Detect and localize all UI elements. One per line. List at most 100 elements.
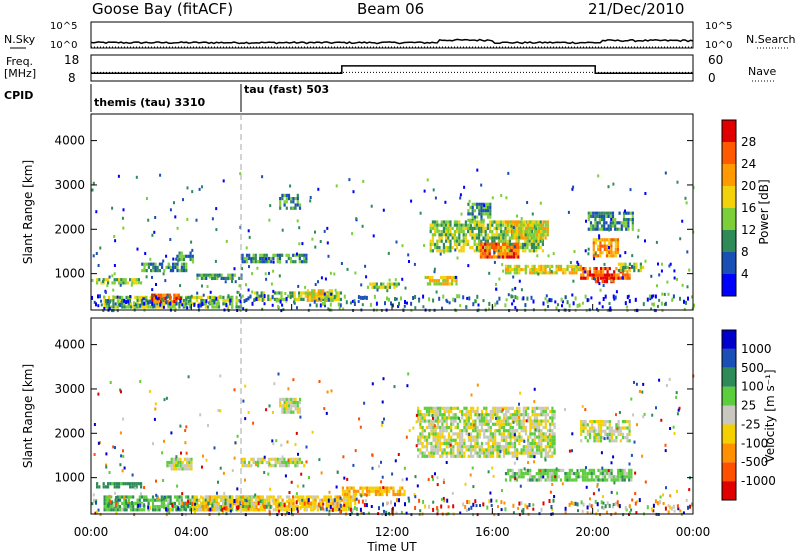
data-cell: [268, 508, 271, 512]
data-cell: [294, 495, 297, 499]
data-cell: [141, 503, 144, 508]
data-cell: [301, 501, 304, 505]
data-cell: [527, 445, 530, 449]
data-cell: [427, 478, 430, 481]
data-cell: [445, 419, 448, 423]
data-cell: [132, 305, 135, 309]
data-cell: [283, 464, 286, 468]
data-cell: [453, 220, 456, 224]
data-cell: [383, 417, 385, 421]
data-cell: [478, 416, 481, 420]
data-cell: [602, 420, 605, 424]
data-cell: [375, 285, 378, 289]
data-cell: [437, 282, 440, 286]
data-cell: [273, 382, 276, 386]
data-cell: [605, 254, 609, 258]
data-cell: [138, 501, 141, 505]
data-cell: [335, 485, 338, 489]
data-cell: [292, 197, 295, 201]
data-cell: [169, 498, 172, 502]
data-cell: [496, 413, 499, 417]
data-cell: [497, 252, 500, 256]
data-cell: [263, 471, 266, 474]
data-cell: [611, 218, 615, 222]
data-cell: [176, 484, 179, 488]
data-cell: [442, 294, 445, 299]
data-cell: [250, 495, 253, 499]
data-cell: [610, 217, 613, 221]
data-cell: [597, 174, 600, 178]
data-cell: [518, 223, 521, 227]
data-cell: [267, 260, 271, 264]
data-cell: [198, 295, 201, 299]
data-cell: [343, 498, 346, 502]
data-cell: [619, 432, 622, 436]
data-cell: [230, 501, 234, 505]
data-cell: [414, 475, 417, 479]
data-cell: [489, 409, 492, 414]
data-cell: [500, 220, 503, 224]
data-cell: [283, 200, 286, 204]
data-cell: [489, 215, 492, 219]
data-cell: [511, 233, 514, 237]
data-cell: [321, 498, 324, 502]
data-cell: [292, 495, 294, 499]
data-cell: [226, 305, 229, 309]
data-cell: [533, 246, 536, 250]
data-cell: [510, 249, 513, 253]
data-cell: [107, 278, 110, 282]
data-cell: [452, 297, 455, 302]
data-cell: [625, 472, 629, 476]
data-cell: [175, 296, 178, 300]
data-cell: [602, 436, 605, 440]
data-cell: [326, 298, 329, 302]
data-cell: [374, 489, 377, 493]
data-cell: [494, 406, 497, 410]
data-cell: [605, 247, 609, 251]
data-cell: [581, 478, 585, 482]
data-cell: [480, 448, 484, 452]
data-cell: [581, 509, 584, 513]
colorbar-tick-label: 16: [741, 201, 756, 215]
data-cell: [343, 501, 346, 505]
data-cell: [471, 230, 474, 234]
data-cell: [154, 407, 157, 411]
data-cell: [610, 490, 613, 494]
data-cell: [295, 492, 298, 496]
data-cell: [386, 296, 388, 301]
data-cell: [185, 297, 188, 302]
data-cell: [534, 428, 537, 432]
data-cell: [454, 441, 457, 446]
data-cell: [93, 423, 96, 426]
data-cell: [436, 441, 440, 446]
data-cell: [509, 416, 512, 420]
data-cell: [117, 299, 120, 304]
data-cell: [535, 435, 539, 439]
data-cell: [626, 432, 629, 436]
data-cell: [191, 248, 194, 252]
data-cell: [171, 302, 174, 306]
data-cell: [505, 196, 508, 200]
data-cell: [673, 432, 676, 435]
data-cell: [447, 451, 451, 455]
data-cell: [117, 174, 120, 178]
data-cell: [478, 236, 481, 240]
data-cell: [476, 416, 479, 420]
data-cell: [608, 472, 611, 476]
data-cell: [261, 256, 264, 261]
data-cell: [123, 501, 126, 505]
data-cell: [308, 292, 312, 296]
data-cell: [158, 505, 161, 509]
data-cell: [147, 508, 150, 512]
data-cell: [507, 448, 510, 452]
data-cell: [340, 498, 344, 502]
data-cell: [516, 296, 519, 301]
data-cell: [421, 413, 424, 417]
data-cell: [616, 500, 619, 505]
data-cell: [507, 435, 510, 439]
data-cell: [568, 271, 571, 275]
data-cell: [371, 382, 374, 386]
data-cell: [553, 425, 556, 430]
data-cell: [659, 495, 662, 499]
data-cell: [166, 464, 169, 468]
